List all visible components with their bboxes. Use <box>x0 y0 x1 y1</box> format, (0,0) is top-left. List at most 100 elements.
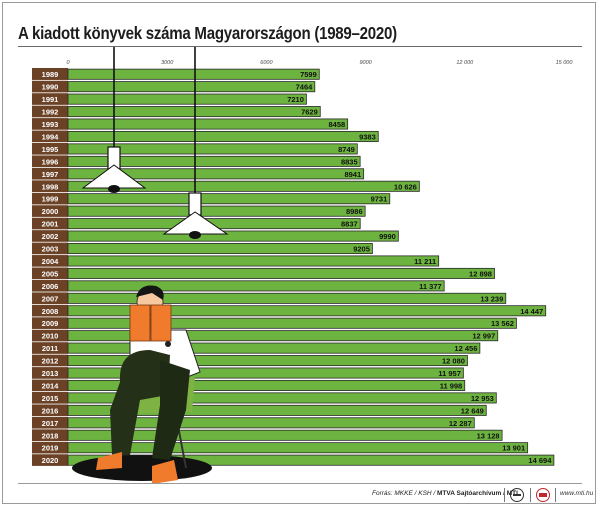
mtva-logo-icon <box>510 488 524 502</box>
year-divider <box>32 403 68 405</box>
year-divider <box>32 366 68 368</box>
year-label: 2014 <box>42 381 60 390</box>
year-label: 2000 <box>42 207 59 216</box>
bar-value-label: 11 998 <box>440 381 463 390</box>
bar <box>67 367 464 379</box>
bar-value-label: 12 649 <box>461 406 484 415</box>
year-divider <box>32 79 68 81</box>
footer-separator <box>555 488 556 502</box>
lamp-illustration-left <box>81 47 147 193</box>
bar <box>67 68 320 80</box>
year-divider <box>32 279 68 280</box>
x-tick-label: 12 000 <box>456 60 474 66</box>
bar-value-label: 9205 <box>353 245 370 254</box>
bar-value-label: 13 562 <box>491 319 514 328</box>
year-label: 1992 <box>42 108 59 117</box>
year-divider <box>32 229 68 231</box>
bar-value-label: 12 953 <box>471 394 494 403</box>
year-label: 2020 <box>42 456 59 465</box>
bar-value-label: 13 239 <box>480 294 503 303</box>
bar <box>67 330 499 342</box>
year-divider <box>32 316 68 318</box>
year-label: 1998 <box>42 182 59 191</box>
year-divider <box>32 441 68 442</box>
year-divider <box>32 204 68 206</box>
footer-separator <box>530 488 531 502</box>
year-divider <box>32 179 68 181</box>
bar <box>67 255 440 267</box>
x-axis-ticks: 0 3000 6000 9000 12 000 15 000 <box>66 60 573 66</box>
bar-value-label: 12 287 <box>449 419 472 428</box>
year-label: 2011 <box>42 344 58 353</box>
bar-value-label: 11 957 <box>438 369 461 378</box>
bar <box>67 379 466 391</box>
bar-value-label: 8986 <box>346 207 363 216</box>
bar-value-label: 14 694 <box>528 456 552 465</box>
bar-value-label: 7629 <box>301 108 318 117</box>
year-divider <box>32 167 68 168</box>
bar-value-label: 11 211 <box>414 257 436 266</box>
bar <box>67 342 481 354</box>
bar-value-label: 12 898 <box>469 269 492 278</box>
footer-separator <box>504 488 505 502</box>
source-bold: MTVA Sajtóarchívum / MTI <box>437 490 518 497</box>
year-label: 1993 <box>42 120 59 129</box>
figure-frame <box>2 2 596 504</box>
x-tick-label: 6000 <box>260 60 273 66</box>
bar-value-label: 9731 <box>371 195 388 204</box>
bar <box>67 180 420 192</box>
year-label: 2010 <box>42 332 59 341</box>
bar <box>67 168 365 180</box>
year-divider <box>32 254 68 256</box>
year-label: 2002 <box>42 232 59 241</box>
bar <box>67 442 529 454</box>
bar-value-label: 12 456 <box>454 344 477 353</box>
bar-value-label: 8837 <box>341 220 358 229</box>
year-label: 2004 <box>42 257 60 266</box>
bar-value-label: 8458 <box>328 120 345 129</box>
bar <box>67 205 366 217</box>
x-tick-label: 0 <box>66 60 70 66</box>
year-divider <box>32 353 68 355</box>
year-divider <box>32 341 68 343</box>
year-divider <box>32 117 68 119</box>
source-credit: Forrás: MKKE / KSH / MTVA Sajtóarchívum … <box>372 490 518 497</box>
year-label: 2018 <box>42 431 59 440</box>
year-label: 2009 <box>42 319 59 328</box>
year-divider <box>32 192 68 193</box>
year-label: 2005 <box>42 269 59 278</box>
bar-value-label: 13 901 <box>502 444 525 453</box>
year-divider <box>32 129 68 131</box>
bar <box>67 93 307 105</box>
bar-value-label: 8941 <box>344 170 361 179</box>
bar <box>67 454 555 466</box>
year-label: 1995 <box>42 145 59 154</box>
year-label: 1991 <box>42 95 59 104</box>
x-tick-label: 9000 <box>359 60 372 66</box>
bar <box>67 392 497 404</box>
year-label: 2006 <box>42 282 59 291</box>
year-divider <box>32 416 68 417</box>
x-tick-label: 3000 <box>161 60 174 66</box>
bar-value-label: 7210 <box>287 95 304 104</box>
bar <box>67 130 379 142</box>
chart-title: A kiadott könyvek száma Magyarországon (… <box>18 23 397 43</box>
website-link[interactable]: www.mti.hu <box>560 490 594 497</box>
bar <box>67 292 507 304</box>
year-label: 2001 <box>42 220 59 229</box>
year-divider <box>32 241 68 243</box>
year-label: 1997 <box>42 170 59 179</box>
year-label: 1994 <box>42 132 60 141</box>
x-tick-label: 15 000 <box>556 60 574 66</box>
bar <box>67 243 373 255</box>
bar-value-label: 9383 <box>359 132 376 141</box>
bar <box>67 81 316 93</box>
bar <box>67 404 487 416</box>
bar-value-label: 12 997 <box>472 332 495 341</box>
year-divider <box>32 104 68 106</box>
bar <box>67 429 503 441</box>
bars-layer: 1989 7599 1990 7464 1991 7210 1992 7629 1993 8458… <box>32 68 555 467</box>
mti-logo-icon <box>536 488 550 502</box>
year-label: 2013 <box>42 369 59 378</box>
bar <box>67 230 399 242</box>
